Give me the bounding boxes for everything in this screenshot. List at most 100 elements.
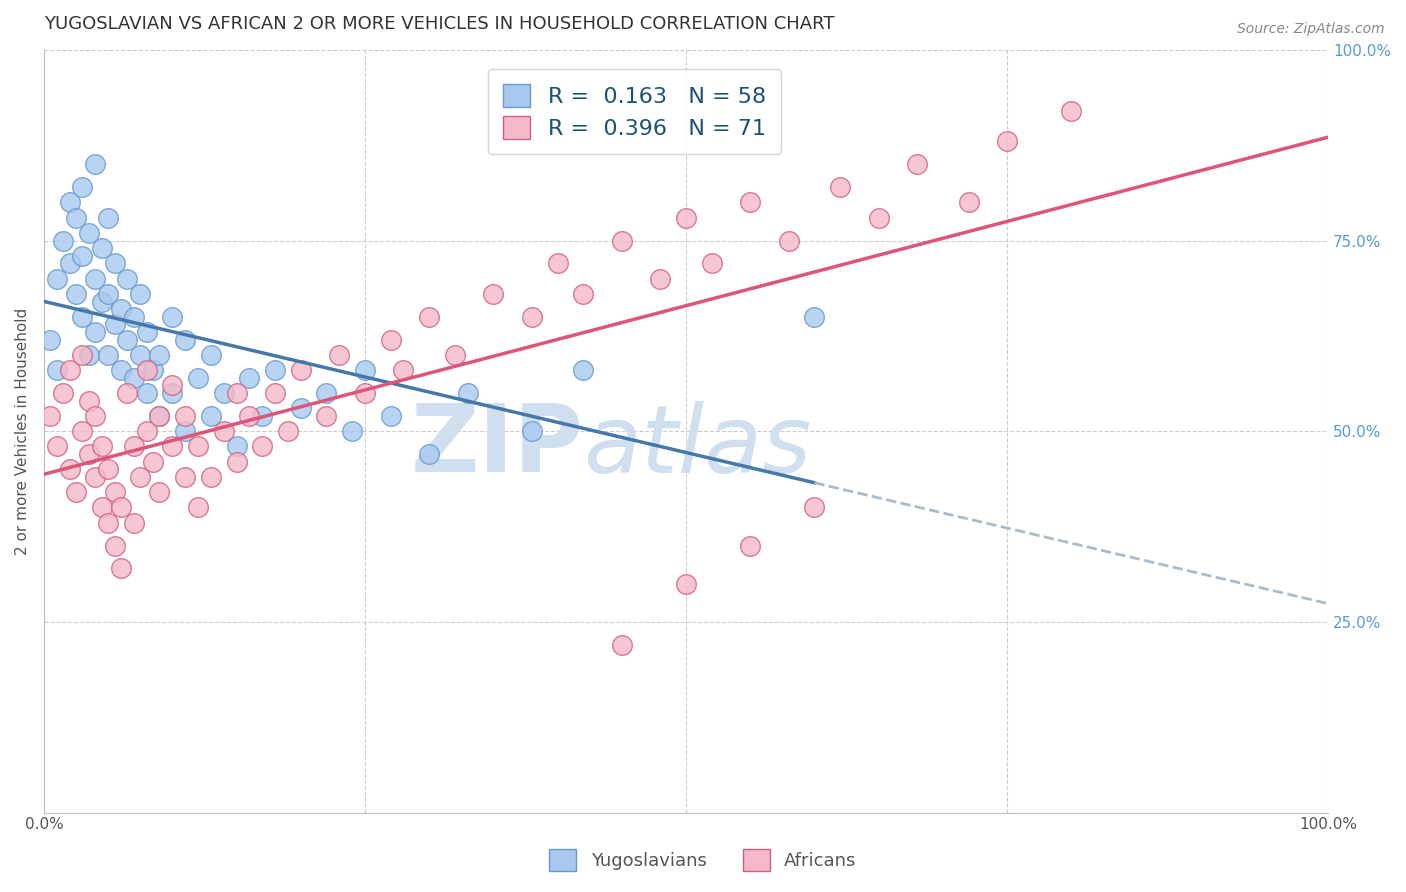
Point [110,561,132,575]
Point [65,286,87,301]
Point [482,286,505,301]
Point [995,134,1018,148]
Point [162,310,184,324]
Point [380,333,402,347]
Point [117,271,139,285]
Point [354,386,377,401]
Point [187,439,209,453]
Point [547,256,569,270]
Point [110,363,132,377]
Point [957,195,980,210]
Text: Source: ZipAtlas.com: Source: ZipAtlas.com [1237,22,1385,37]
Point [650,271,672,285]
Point [90,294,112,309]
Point [90,500,112,515]
Point [45,271,67,285]
Point [778,234,800,248]
Point [135,424,157,438]
Point [39,409,62,423]
Text: ZIP: ZIP [411,401,583,492]
Point [740,539,762,553]
Point [803,500,825,515]
Point [58,256,80,270]
Point [174,424,197,438]
Point [418,310,440,324]
Point [142,363,165,377]
Point [122,371,145,385]
Point [457,386,479,401]
Point [84,470,107,484]
Point [103,485,125,500]
Point [1060,103,1083,118]
Point [142,455,165,469]
Point [39,333,62,347]
Point [277,424,299,438]
Point [225,455,247,469]
Point [72,348,94,362]
Point [58,462,80,476]
Point [135,325,157,339]
Point [84,157,107,171]
Point [250,409,273,423]
Point [52,386,75,401]
Point [315,386,337,401]
Point [65,211,87,225]
Point [77,393,100,408]
Point [97,516,120,530]
Point [162,378,184,392]
Point [250,439,273,453]
Point [72,249,94,263]
Point [610,234,633,248]
Point [129,348,152,362]
Point [520,310,543,324]
Point [135,363,157,377]
Point [122,439,145,453]
Point [148,409,170,423]
Point [174,470,197,484]
Point [572,286,595,301]
Point [212,386,235,401]
Point [148,348,170,362]
Point [77,348,100,362]
Text: atlas: atlas [583,401,811,492]
Point [103,318,125,332]
Point [572,363,595,377]
Point [200,348,222,362]
Point [610,638,633,652]
Point [520,424,543,438]
Point [72,424,94,438]
Point [830,180,852,194]
Point [110,302,132,317]
Point [392,363,415,377]
Point [162,439,184,453]
Point [103,539,125,553]
Point [162,386,184,401]
Point [212,424,235,438]
Point [65,485,87,500]
Text: YUGOSLAVIAN VS AFRICAN 2 OR MORE VEHICLES IN HOUSEHOLD CORRELATION CHART: YUGOSLAVIAN VS AFRICAN 2 OR MORE VEHICLE… [44,15,834,33]
Point [135,386,157,401]
Point [58,195,80,210]
Point [290,401,312,416]
Point [122,516,145,530]
Point [238,409,260,423]
Point [418,447,440,461]
Point [45,439,67,453]
Point [148,485,170,500]
Point [72,310,94,324]
Point [97,348,120,362]
Point [129,470,152,484]
Point [52,234,75,248]
Legend: R =  0.163   N = 58, R =  0.396   N = 71: R = 0.163 N = 58, R = 0.396 N = 71 [488,69,782,154]
Point [200,470,222,484]
Point [290,363,312,377]
Point [129,286,152,301]
Point [264,386,287,401]
Point [700,256,723,270]
Point [117,333,139,347]
Point [225,386,247,401]
Point [77,226,100,240]
Point [354,363,377,377]
Point [174,409,197,423]
Point [84,409,107,423]
